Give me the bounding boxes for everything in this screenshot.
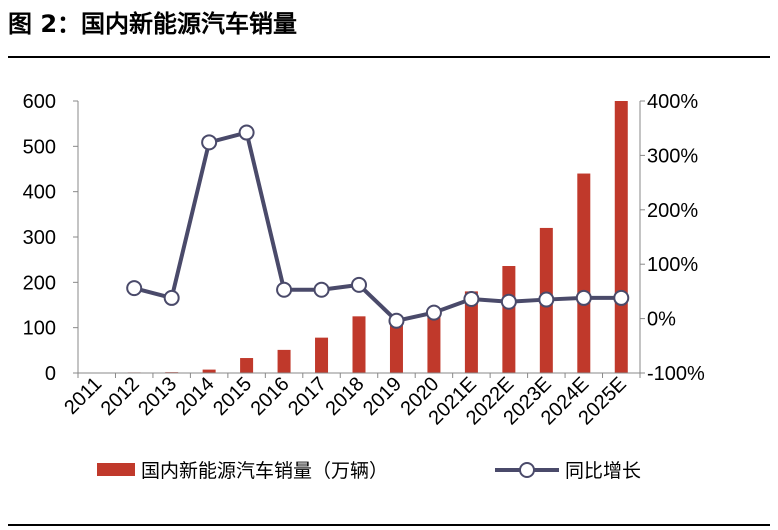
bar-2018 [352, 316, 366, 373]
growth-point-2019 [388, 312, 405, 329]
legend: 国内新能源汽车销量（万辆） 同比增长 [0, 456, 778, 486]
top-divider [8, 56, 770, 58]
growth-point-2013 [163, 289, 180, 306]
bar-2017 [315, 337, 329, 373]
growth-point-2021E [463, 291, 480, 308]
growth-point-2018 [351, 276, 367, 293]
bar-2025E [614, 101, 628, 373]
x-tick-label: 2011 [60, 373, 106, 419]
right-tick-label: 400% [647, 91, 698, 113]
growth-point-2015 [238, 124, 255, 141]
left-tick-label: 300 [23, 227, 56, 249]
figure-title: 图 2：国内新能源汽车销量 [8, 10, 298, 38]
left-tick-label: 0 [45, 363, 56, 385]
left-tick-label: 600 [23, 91, 56, 113]
legend-label-sales: 国内新能源汽车销量（万辆） [141, 460, 389, 482]
legend-line-swatch [495, 460, 559, 480]
left-tick-label: 400 [23, 182, 56, 204]
left-tick-label: 100 [23, 318, 56, 340]
bar-2020 [427, 310, 441, 373]
bar-2015 [240, 358, 254, 373]
bar-2021E [464, 291, 478, 373]
growth-point-2017 [313, 281, 330, 298]
growth-point-2025E [613, 289, 630, 306]
bar-2019 [389, 318, 403, 373]
right-tick-label: 100% [647, 254, 698, 276]
x-tick-label: 2018 [322, 373, 369, 420]
line-series [126, 124, 630, 329]
bar-2016 [277, 349, 291, 373]
x-tick-label: 2014 [172, 373, 219, 420]
right-tick-label: -100% [647, 363, 705, 385]
bar-2014 [202, 369, 216, 373]
growth-point-2012 [126, 280, 143, 297]
growth-point-2014 [201, 134, 218, 151]
bottom-divider [8, 524, 770, 526]
x-tick-label: 2019 [359, 373, 406, 420]
x-tick-label: 2015 [209, 373, 256, 420]
x-tick-label: 2017 [284, 373, 331, 420]
legend-item-sales: 国内新能源汽车销量（万辆） [97, 456, 388, 483]
axes [73, 100, 645, 378]
left-tick-label: 500 [23, 136, 56, 158]
right-tick-label: 200% [647, 200, 698, 222]
bar-2024E [577, 173, 591, 373]
left-tick-label: 200 [23, 272, 56, 294]
legend-item-growth: 同比增长 [495, 456, 641, 483]
bar-2022E [502, 266, 516, 373]
growth-point-2020 [425, 304, 442, 321]
tick-labels: 0 100 200 300 400 500 600 -100% 0% 100% 200% 300% 40… [23, 91, 705, 429]
growth-point-2024E [575, 289, 592, 306]
legend-bar-swatch [97, 463, 135, 476]
x-tick-label: 2012 [97, 373, 144, 420]
bar-series [90, 101, 628, 373]
growth-point-2022E [500, 293, 517, 310]
x-tick-label: 2016 [247, 373, 294, 420]
x-tick-label: 2013 [134, 373, 181, 420]
right-tick-label: 0% [647, 309, 676, 331]
right-tick-label: 300% [647, 145, 698, 167]
growth-point-2016 [276, 281, 293, 298]
growth-point-2023E [538, 291, 555, 308]
legend-label-growth: 同比增长 [565, 460, 642, 482]
